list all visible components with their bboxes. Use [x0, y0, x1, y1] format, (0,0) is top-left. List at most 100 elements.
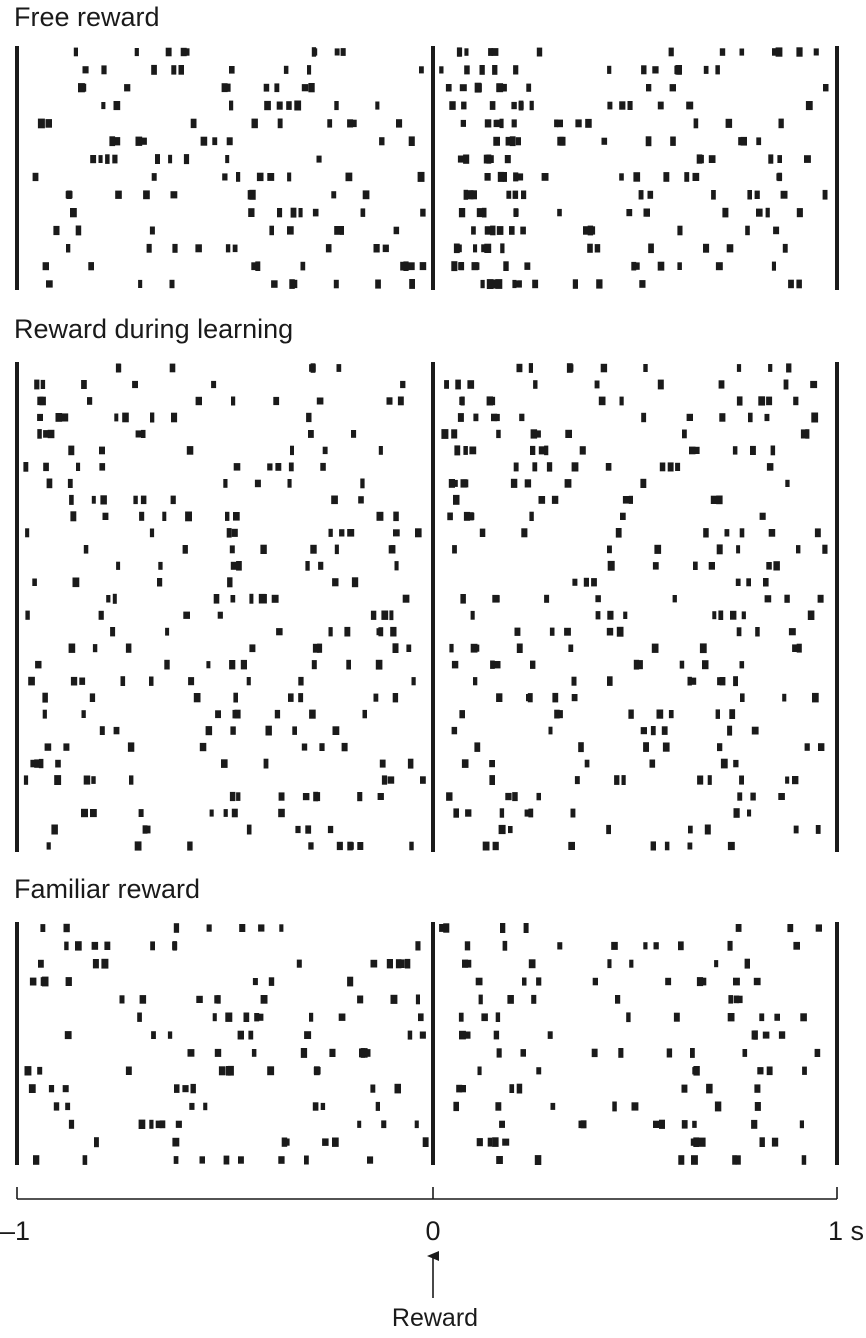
spike-mark	[104, 941, 111, 950]
spike-mark	[778, 793, 785, 800]
spike-mark	[736, 396, 743, 406]
spike-mark	[615, 528, 622, 538]
spike-mark	[536, 977, 542, 986]
spike-mark	[292, 279, 298, 289]
spike-mark	[149, 528, 155, 538]
spike-mark	[43, 430, 50, 438]
spike-mark	[100, 495, 107, 505]
spike-mark	[496, 1048, 502, 1058]
spike-mark	[493, 1030, 500, 1040]
spike-mark	[528, 363, 533, 373]
spike-mark	[288, 693, 294, 702]
spike-mark	[622, 496, 630, 504]
spike-mark	[516, 363, 523, 373]
spike-mark	[459, 1030, 466, 1040]
spike-mark	[418, 1013, 424, 1022]
spike-mark	[229, 791, 236, 802]
spike-mark	[489, 760, 495, 768]
spike-mark	[633, 172, 641, 182]
spike-mark	[165, 47, 172, 57]
spike-raster	[32, 47, 829, 289]
spike-mark	[765, 207, 770, 218]
spike-mark	[549, 627, 555, 636]
spike-mark	[682, 429, 687, 439]
spike-mark	[753, 1030, 758, 1040]
spike-mark	[81, 710, 86, 718]
spike-mark	[70, 511, 77, 522]
spike-mark	[373, 244, 380, 253]
spike-mark	[91, 776, 96, 784]
spike-mark	[659, 462, 666, 472]
spike-mark	[82, 66, 89, 74]
spike-mark	[600, 363, 608, 373]
spike-mark	[225, 155, 230, 164]
tick-label: 0	[425, 1216, 440, 1246]
spike-mark	[29, 977, 37, 986]
spike-mark	[268, 977, 275, 986]
spike-mark	[378, 627, 384, 637]
spike-mark	[496, 83, 501, 92]
spike-mark	[708, 155, 716, 163]
spike-mark	[304, 1155, 309, 1165]
spike-mark	[35, 660, 42, 669]
panel-title: Familiar reward	[14, 874, 200, 904]
spike-mark	[657, 261, 665, 271]
spike-mark	[233, 692, 238, 703]
spike-mark	[823, 84, 829, 92]
spike-mark	[381, 610, 389, 620]
spike-mark	[334, 226, 341, 235]
spike-mark	[532, 279, 539, 289]
spike-mark	[155, 1120, 162, 1129]
spike-mark	[536, 792, 541, 801]
spike-mark	[54, 775, 62, 785]
spike-mark	[727, 1013, 735, 1022]
spike-mark	[72, 577, 80, 588]
spike-mark	[195, 396, 202, 406]
spike-mark	[347, 529, 355, 537]
spike-mark	[183, 154, 190, 165]
spike-mark	[332, 726, 340, 735]
spike-mark	[279, 924, 284, 932]
spike-mark	[592, 977, 598, 986]
spike-mark	[653, 1120, 660, 1128]
spike-mark	[607, 545, 612, 554]
spike-mark	[229, 100, 234, 111]
spike-mark	[168, 154, 173, 164]
spike-mark	[474, 83, 482, 93]
spike-mark	[631, 261, 637, 271]
spike-mark	[546, 462, 553, 472]
spike-mark	[248, 208, 255, 217]
spike-mark	[269, 225, 274, 236]
spike-mark	[786, 363, 792, 373]
spike-mark	[375, 101, 380, 110]
spike-mark	[357, 1120, 362, 1128]
spike-mark	[754, 1102, 761, 1111]
spike-mark	[298, 676, 304, 686]
spike-mark	[774, 1013, 780, 1021]
spike-mark	[652, 562, 659, 570]
spike-mark	[379, 137, 385, 146]
spike-mark	[339, 226, 344, 235]
spike-mark	[747, 809, 752, 817]
spike-mark	[409, 279, 415, 289]
spike-mark	[400, 261, 406, 271]
spike-mark	[312, 643, 320, 653]
spike-mark	[510, 478, 518, 488]
spike-mark	[262, 594, 267, 604]
spike-mark	[738, 137, 743, 146]
spike-mark	[463, 189, 468, 200]
spike-mark	[28, 1084, 36, 1093]
spike-mark	[796, 643, 802, 653]
spike-mark	[511, 101, 517, 110]
spike-mark	[772, 48, 777, 56]
spike-mark	[463, 154, 470, 164]
spike-mark	[643, 942, 648, 950]
spike-mark	[415, 941, 421, 951]
spike-mark	[753, 977, 761, 986]
spike-mark	[773, 561, 780, 571]
spike-mark	[492, 279, 500, 289]
spike-mark	[735, 1155, 741, 1165]
spike-mark	[488, 48, 494, 56]
spike-mark	[388, 545, 396, 554]
spike-mark	[716, 495, 723, 505]
